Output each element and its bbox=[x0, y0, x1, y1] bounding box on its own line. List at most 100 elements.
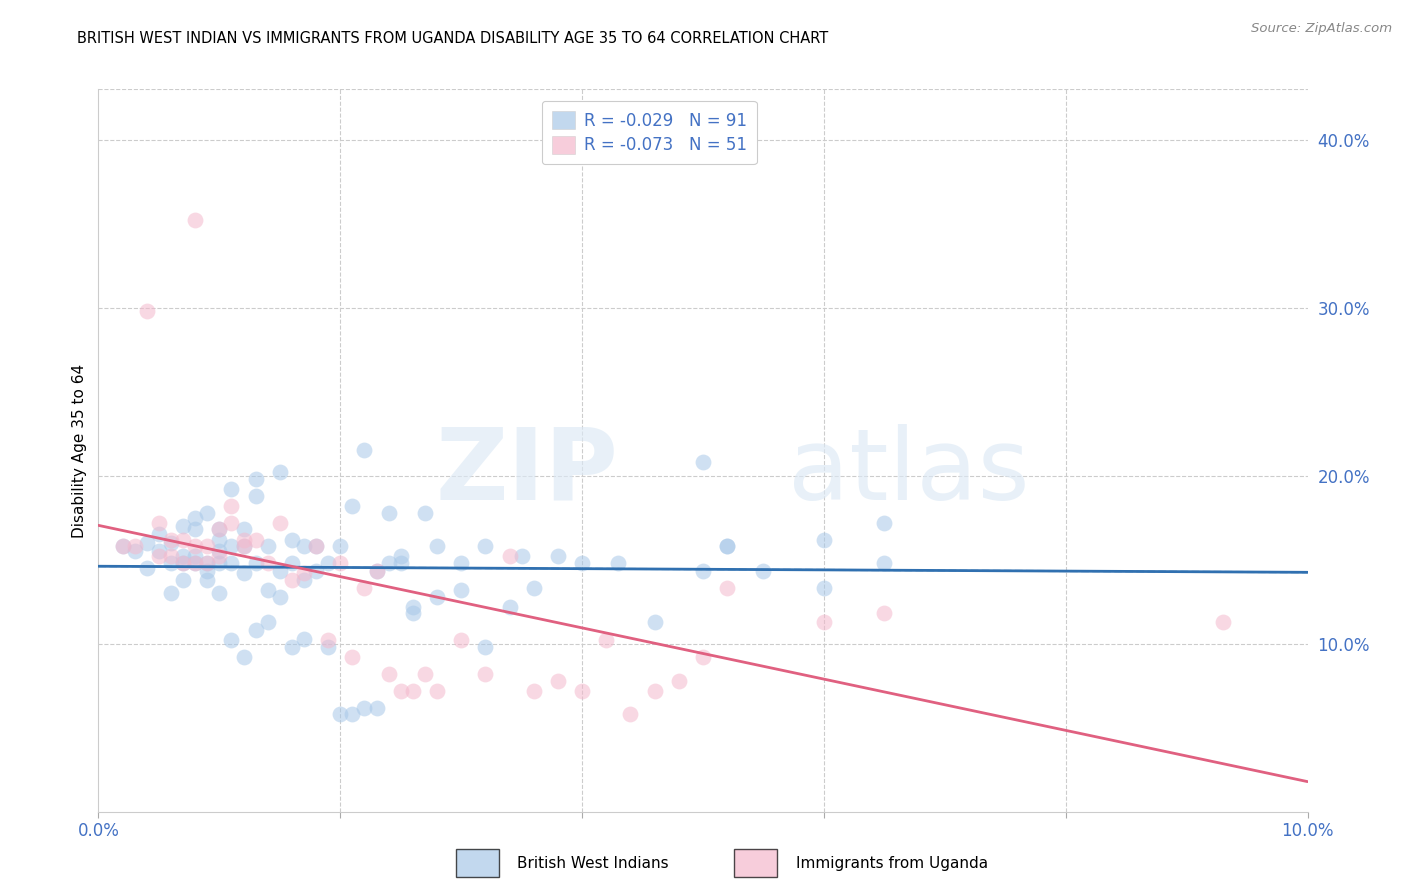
Point bbox=[342, 707, 364, 722]
Point bbox=[232, 539, 254, 553]
Point bbox=[305, 565, 328, 579]
Point bbox=[402, 599, 425, 614]
Point bbox=[353, 581, 375, 595]
Point bbox=[389, 556, 412, 570]
Point bbox=[353, 443, 375, 458]
Point bbox=[172, 519, 194, 533]
Point bbox=[160, 536, 183, 550]
Point bbox=[184, 213, 207, 227]
Point bbox=[377, 556, 399, 570]
Point bbox=[245, 472, 267, 486]
Point bbox=[450, 633, 472, 648]
Point bbox=[232, 566, 254, 581]
Point bbox=[208, 556, 231, 570]
Point bbox=[644, 615, 666, 629]
Point bbox=[245, 533, 267, 547]
Point bbox=[316, 556, 339, 570]
Point bbox=[281, 573, 304, 587]
Point bbox=[195, 539, 218, 553]
Point bbox=[269, 465, 291, 479]
Point bbox=[329, 707, 352, 722]
Point bbox=[184, 539, 207, 553]
Point bbox=[208, 523, 231, 537]
Point bbox=[135, 561, 157, 575]
Point bbox=[873, 516, 896, 530]
Point bbox=[426, 683, 449, 698]
Text: BRITISH WEST INDIAN VS IMMIGRANTS FROM UGANDA DISABILITY AGE 35 TO 64 CORRELATIO: BRITISH WEST INDIAN VS IMMIGRANTS FROM U… bbox=[77, 31, 828, 46]
Point bbox=[450, 556, 472, 570]
Point bbox=[813, 581, 835, 595]
Point bbox=[208, 533, 231, 547]
Point bbox=[873, 607, 896, 621]
Point bbox=[716, 539, 738, 553]
Point bbox=[474, 640, 496, 654]
Point bbox=[426, 590, 449, 604]
Text: ZIP: ZIP bbox=[436, 424, 619, 521]
Point bbox=[389, 683, 412, 698]
Point bbox=[692, 650, 714, 665]
Point bbox=[208, 549, 231, 564]
Point bbox=[474, 667, 496, 681]
Point bbox=[292, 539, 315, 553]
Point bbox=[413, 667, 436, 681]
Point bbox=[366, 565, 388, 579]
Point bbox=[316, 640, 339, 654]
Point bbox=[208, 523, 231, 537]
Point bbox=[305, 539, 328, 553]
Point bbox=[426, 539, 449, 553]
Point bbox=[184, 523, 207, 537]
Point bbox=[281, 533, 304, 547]
Point bbox=[172, 573, 194, 587]
Point bbox=[160, 533, 183, 547]
Point bbox=[269, 516, 291, 530]
Point bbox=[221, 516, 243, 530]
Point bbox=[160, 586, 183, 600]
Point bbox=[752, 565, 775, 579]
Point bbox=[256, 539, 278, 553]
Point bbox=[256, 582, 278, 597]
Point bbox=[389, 549, 412, 564]
Point bbox=[450, 582, 472, 597]
Point bbox=[329, 556, 352, 570]
Point bbox=[595, 633, 617, 648]
Point bbox=[366, 700, 388, 714]
Legend: R = -0.029   N = 91, R = -0.073   N = 51: R = -0.029 N = 91, R = -0.073 N = 51 bbox=[543, 101, 756, 164]
Point bbox=[813, 615, 835, 629]
Point bbox=[148, 549, 170, 564]
Point bbox=[221, 556, 243, 570]
Point bbox=[172, 533, 194, 547]
Point bbox=[316, 633, 339, 648]
Point bbox=[195, 556, 218, 570]
Point bbox=[221, 499, 243, 513]
Point bbox=[232, 539, 254, 553]
Point bbox=[413, 506, 436, 520]
Point bbox=[124, 539, 146, 553]
Point bbox=[692, 565, 714, 579]
Point bbox=[571, 556, 593, 570]
Point bbox=[221, 539, 243, 553]
Point bbox=[148, 544, 170, 558]
Point bbox=[547, 549, 569, 564]
Y-axis label: Disability Age 35 to 64: Disability Age 35 to 64 bbox=[72, 363, 87, 538]
Point bbox=[292, 573, 315, 587]
Point bbox=[813, 533, 835, 547]
Point bbox=[329, 539, 352, 553]
Point bbox=[172, 549, 194, 564]
Point bbox=[523, 581, 546, 595]
Point bbox=[377, 506, 399, 520]
Point bbox=[668, 673, 690, 688]
Point bbox=[208, 586, 231, 600]
Point bbox=[195, 556, 218, 570]
Point bbox=[184, 549, 207, 564]
Point bbox=[184, 556, 207, 570]
Point bbox=[245, 556, 267, 570]
Point bbox=[184, 556, 207, 570]
Point bbox=[498, 599, 520, 614]
Text: British West Indians: British West Indians bbox=[517, 855, 669, 871]
Point bbox=[510, 549, 533, 564]
Text: Immigrants from Uganda: Immigrants from Uganda bbox=[796, 855, 988, 871]
Point bbox=[160, 556, 183, 570]
Point bbox=[305, 539, 328, 553]
Point bbox=[269, 590, 291, 604]
Point bbox=[256, 556, 278, 570]
